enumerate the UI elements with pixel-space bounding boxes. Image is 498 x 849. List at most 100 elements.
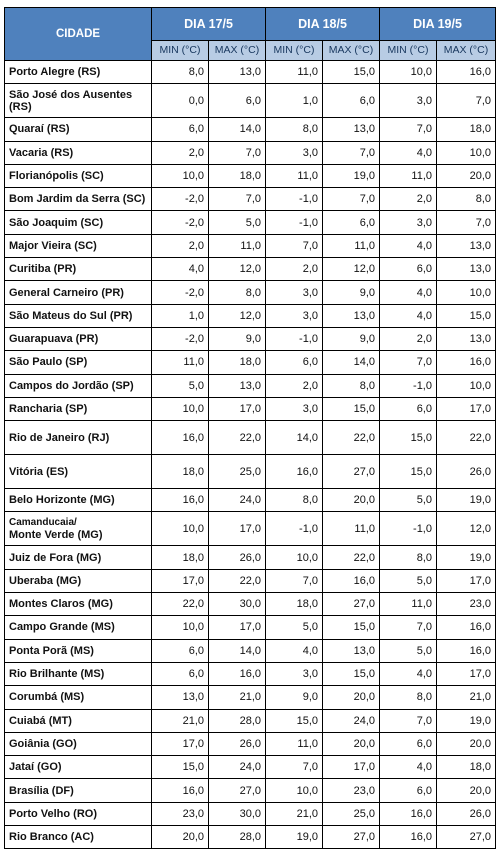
city-name: Goiânia (GO) — [4, 731, 152, 757]
min-temp-cell: 3,0 — [265, 661, 323, 687]
max-temp-cell: 7,0 — [208, 187, 266, 212]
table-row: Jataí (GO) 15,0 24,0 7,0 17,0 4,0 18,0 — [4, 755, 496, 780]
max-temp-cell: 27,0 — [322, 454, 380, 490]
max-temp-cell: 20,0 — [436, 163, 496, 189]
table-row: Montes Claros (MG) 22,0 30,0 18,0 27,0 11,0 23… — [4, 592, 496, 617]
max-temp-cell: 20,0 — [436, 778, 496, 803]
max-temp-cell: 5,0 — [208, 210, 266, 235]
min-temp-cell: 4,0 — [379, 233, 437, 259]
table-row: Rancharia (SP) 10,0 17,0 3,0 15,0 6,0 17,0 — [4, 396, 496, 422]
max-temp-cell: 26,0 — [208, 545, 266, 570]
city-name: São José dos Ausentes (RS) — [4, 83, 152, 119]
max-temp-cell: 22,0 — [322, 545, 380, 570]
max-temp-cell: 19,0 — [436, 708, 496, 733]
max-temp-cell: 23,0 — [436, 592, 496, 617]
day-header: DIA 19/5 — [379, 7, 496, 41]
max-temp-cell: 14,0 — [322, 350, 380, 375]
max-temp-cell: 7,0 — [322, 140, 380, 165]
max-temp-cell: 25,0 — [322, 801, 380, 827]
city-name: Porto Velho (RO) — [4, 801, 152, 827]
max-temp-cell: 24,0 — [208, 755, 266, 780]
table-row: Rio Brilhante (MS) 6,0 16,0 3,0 15,0 4,0 17,0 — [4, 661, 496, 687]
city-name: São Joaquim (SC) — [4, 210, 152, 235]
max-temp-cell: 12,0 — [322, 257, 380, 282]
max-temp-cell: 14,0 — [208, 117, 266, 142]
max-temp-cell: 7,0 — [208, 140, 266, 165]
min-temp-cell: 4,0 — [265, 638, 323, 663]
max-temp-cell: 30,0 — [208, 801, 266, 827]
min-temp-cell: 6,0 — [151, 661, 209, 687]
table-row: Vacaria (RS) 2,0 7,0 3,0 7,0 4,0 10,0 — [4, 140, 496, 165]
min-temp-cell: 7,0 — [379, 708, 437, 733]
min-temp-cell: 16,0 — [151, 778, 209, 803]
table-row: Porto Alegre (RS) 8,0 13,0 11,0 15,0 10,0 16,0 — [4, 59, 496, 85]
city-name: Quaraí (RS) — [4, 117, 152, 142]
min-temp-cell: 16,0 — [379, 801, 437, 827]
city-name: Juiz de Fora (MG) — [4, 545, 152, 570]
city-name: General Carneiro (PR) — [4, 280, 152, 305]
max-temp-cell: 9,0 — [322, 326, 380, 352]
min-temp-cell: 6,0 — [379, 731, 437, 757]
max-temp-cell: 10,0 — [436, 280, 496, 305]
min-temp-cell: 3,0 — [379, 83, 437, 119]
max-temp-cell: 8,0 — [208, 280, 266, 305]
min-temp-cell: 8,0 — [379, 545, 437, 570]
min-temp-cell: 18,0 — [151, 545, 209, 570]
max-temp-cell: 21,0 — [208, 685, 266, 710]
max-temp-cell: 27,0 — [322, 825, 380, 849]
max-temp-cell: 18,0 — [208, 163, 266, 189]
min-temp-cell: -2,0 — [151, 280, 209, 305]
city-name: Vitória (ES) — [4, 454, 152, 490]
max-temp-cell: 13,0 — [208, 59, 266, 85]
max-temp-cell: 26,0 — [208, 731, 266, 757]
max-temp-cell: 21,0 — [436, 685, 496, 710]
min-temp-cell: 18,0 — [151, 454, 209, 490]
city-name: Brasília (DF) — [4, 778, 152, 803]
max-temp-cell: 20,0 — [322, 488, 380, 513]
min-temp-cell: 2,0 — [151, 140, 209, 165]
city-name: Jataí (GO) — [4, 755, 152, 780]
city-name: Cuiabá (MT) — [4, 708, 152, 733]
min-temp-cell: 7,0 — [379, 350, 437, 375]
table-row: Ponta Porã (MS) 6,0 14,0 4,0 13,0 5,0 16,0 — [4, 638, 496, 663]
max-header: MAX (°C) — [322, 39, 380, 62]
max-temp-cell: 16,0 — [436, 615, 496, 640]
min-temp-cell: 3,0 — [265, 280, 323, 305]
max-temp-cell: 22,0 — [208, 568, 266, 594]
min-temp-cell: 14,0 — [265, 420, 323, 456]
min-temp-cell: 17,0 — [151, 731, 209, 757]
min-temp-cell: 3,0 — [265, 303, 323, 328]
min-temp-cell: 2,0 — [151, 233, 209, 259]
min-header: MIN (°C) — [379, 39, 437, 62]
city-name: Rio de Janeiro (RJ) — [4, 420, 152, 456]
min-temp-cell: 20,0 — [151, 825, 209, 849]
min-temp-cell: 11,0 — [265, 731, 323, 757]
min-temp-cell: 11,0 — [379, 592, 437, 617]
city-name: Rio Branco (AC) — [4, 825, 152, 849]
table-row: São José dos Ausentes (RS) 0,0 6,0 1,0 6,0 3,… — [4, 83, 496, 119]
min-temp-cell: 6,0 — [379, 778, 437, 803]
city-name: Vacaria (RS) — [4, 140, 152, 165]
table-row: Porto Velho (RO) 23,0 30,0 21,0 25,0 16,0 26,0 — [4, 801, 496, 827]
max-temp-cell: 17,0 — [436, 396, 496, 422]
min-temp-cell: 15,0 — [151, 755, 209, 780]
table-row: General Carneiro (PR) -2,0 8,0 3,0 9,0 4,0 10,… — [4, 280, 496, 305]
max-temp-cell: 16,0 — [208, 661, 266, 687]
min-temp-cell: 0,0 — [151, 83, 209, 119]
min-temp-cell: -1,0 — [265, 511, 323, 547]
max-temp-cell: 16,0 — [436, 638, 496, 663]
max-temp-cell: 10,0 — [436, 373, 496, 398]
min-temp-cell: 9,0 — [265, 685, 323, 710]
min-temp-cell: 7,0 — [265, 233, 323, 259]
max-temp-cell: 8,0 — [436, 187, 496, 212]
max-temp-cell: 28,0 — [208, 825, 266, 849]
max-temp-cell: 23,0 — [322, 778, 380, 803]
min-temp-cell: 5,0 — [151, 373, 209, 398]
city-name: Curitiba (PR) — [4, 257, 152, 282]
max-temp-cell: 6,0 — [322, 210, 380, 235]
max-temp-cell: 22,0 — [208, 420, 266, 456]
min-temp-cell: 2,0 — [379, 187, 437, 212]
max-temp-cell: 27,0 — [436, 825, 496, 849]
max-temp-cell: 11,0 — [208, 233, 266, 259]
table-row: Camanducaia/Monte Verde (MG) 10,0 17,0 -1,0… — [4, 511, 496, 547]
